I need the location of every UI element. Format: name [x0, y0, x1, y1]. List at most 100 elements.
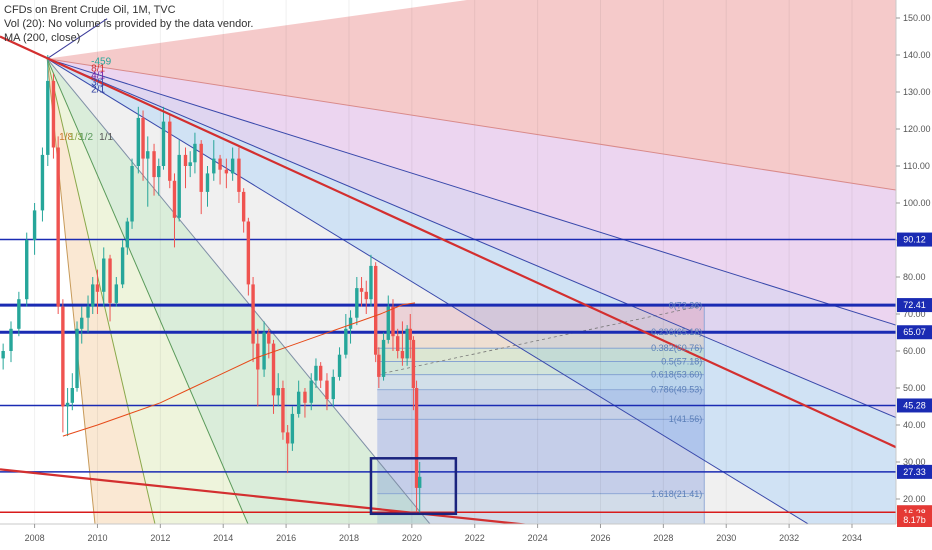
price-badge-label: 90.12	[903, 235, 926, 245]
x-tick-label: 2030	[716, 533, 736, 543]
legend-ma-indicator[interactable]: MA (200, close)	[4, 32, 81, 44]
candle-body	[25, 240, 29, 300]
price-badge-label: 72.41	[903, 300, 926, 310]
grid	[34, 0, 853, 524]
x-tick-label: 2010	[87, 533, 107, 543]
candle-body	[256, 343, 260, 370]
fib-label: 0.786(49.53)	[651, 385, 702, 395]
candle-body	[218, 158, 222, 170]
candle-body	[369, 265, 373, 300]
legend-volume-indicator[interactable]: Vol (20): No volume is provided by the d…	[4, 18, 254, 30]
candle-body	[237, 158, 241, 192]
downtrend-line-lower[interactable]	[0, 468, 704, 543]
candle-body	[120, 247, 125, 285]
gann-fan-ray	[46, 58, 810, 524]
gann-fan-ray	[46, 18, 108, 60]
candle-body	[65, 402, 70, 407]
candle-body	[344, 328, 348, 355]
candle-body	[296, 391, 301, 414]
price-badge-label: 8.17b	[903, 515, 926, 525]
fib-label: 0(72.36)	[669, 300, 703, 310]
candle-body	[325, 380, 329, 400]
y-tick-label: 100.00	[903, 198, 931, 208]
gann-fan-band	[47, 58, 896, 524]
x-tick-label: 2020	[402, 533, 422, 543]
candle-body	[251, 284, 255, 344]
y-tick-label: 150.00	[903, 13, 931, 23]
fib-band	[377, 348, 705, 362]
plot-area[interactable]: 0(72.36) 0.236(65.18) 0.382(60.76) 0.5(57.1…	[0, 0, 896, 543]
candle-body	[172, 180, 177, 218]
x-tick-label: 2028	[653, 533, 673, 543]
x-tick-label: 2016	[276, 533, 296, 543]
x-tick-label: 2012	[150, 533, 170, 543]
fibonacci-retracement	[377, 304, 705, 524]
y-tick-label: 110.00	[903, 161, 930, 171]
x-tick-label: 2008	[25, 533, 45, 543]
y-tick-label: 40.00	[903, 420, 926, 430]
candle-body	[9, 328, 13, 351]
price-badge-label: 45.28	[903, 400, 926, 410]
moving-average-line	[62, 302, 416, 437]
gann-label: 3/1	[91, 78, 105, 89]
legend-symbol-title[interactable]: CFDs on Brent Crude Oil, 1M, TVC	[4, 4, 176, 16]
trend-lines[interactable]	[0, 35, 896, 544]
candle-body	[262, 332, 266, 370]
candle-body	[95, 284, 100, 292]
candle-body	[408, 328, 412, 340]
fib-label: 0.382(60.76)	[651, 343, 702, 353]
gann-fan-ray	[46, 58, 249, 524]
candle-body	[318, 365, 323, 381]
y-tick-label: 120.00	[903, 124, 931, 134]
candlesticks	[1, 55, 422, 514]
horizontal-levels[interactable]	[0, 238, 896, 514]
gann-label: 1/3	[69, 132, 83, 143]
highlight-box[interactable]	[369, 457, 458, 516]
gann-fan-ray	[47, 58, 896, 326]
gann-fan-ray	[46, 58, 431, 524]
time-axis[interactable]: 2008 2010 2012 2014 2016 2018 2020 2022 2024 2026…	[25, 524, 862, 543]
fib-label: 0.5(57.18)	[661, 356, 702, 366]
candle-body	[161, 121, 166, 166]
fib-band	[377, 331, 705, 349]
gann-fan-lines	[46, 18, 896, 524]
candle-body	[17, 299, 21, 329]
fib-band	[377, 493, 705, 524]
gann-label: -459	[91, 57, 111, 68]
candle-body	[91, 284, 95, 307]
fib-band	[377, 305, 705, 332]
candle-body	[86, 306, 90, 318]
price-axis[interactable]: 150.00140.00130.00120.00110.00100.0090.0…	[896, 13, 931, 504]
price-badge	[897, 298, 932, 313]
candle-body	[40, 154, 45, 211]
price-badge-label: 65.07	[903, 327, 926, 337]
candle-body	[271, 343, 276, 396]
gann-label: 4/1	[91, 71, 105, 82]
y-tick-label: 60.00	[903, 346, 926, 356]
candle-body	[108, 258, 112, 303]
fibonacci-labels: 0(72.36) 0.236(65.18) 0.382(60.76) 0.5(57.1…	[651, 300, 702, 499]
candle-body	[32, 210, 37, 240]
candle-body	[1, 351, 5, 359]
price-badge	[897, 325, 932, 340]
price-badge-label: 27.33	[903, 467, 926, 477]
candle-body	[102, 258, 106, 292]
downtrend-line-upper[interactable]	[0, 35, 896, 449]
fib-label: 0.618(53.60)	[651, 370, 702, 380]
candle-body	[241, 191, 246, 222]
x-tick-label: 2034	[842, 533, 862, 543]
candle-body	[290, 413, 295, 444]
candle-body	[205, 173, 210, 192]
ma-200-line	[62, 302, 416, 437]
gann-label: 8/1	[91, 64, 105, 75]
candle-body	[168, 121, 172, 181]
candle-body	[212, 158, 216, 174]
candle-body	[405, 328, 409, 359]
price-badge	[897, 464, 932, 479]
candle-body	[331, 376, 335, 400]
candle-body	[411, 339, 416, 388]
candle-body	[56, 147, 60, 307]
price-badge-label: 16.28	[903, 508, 926, 518]
